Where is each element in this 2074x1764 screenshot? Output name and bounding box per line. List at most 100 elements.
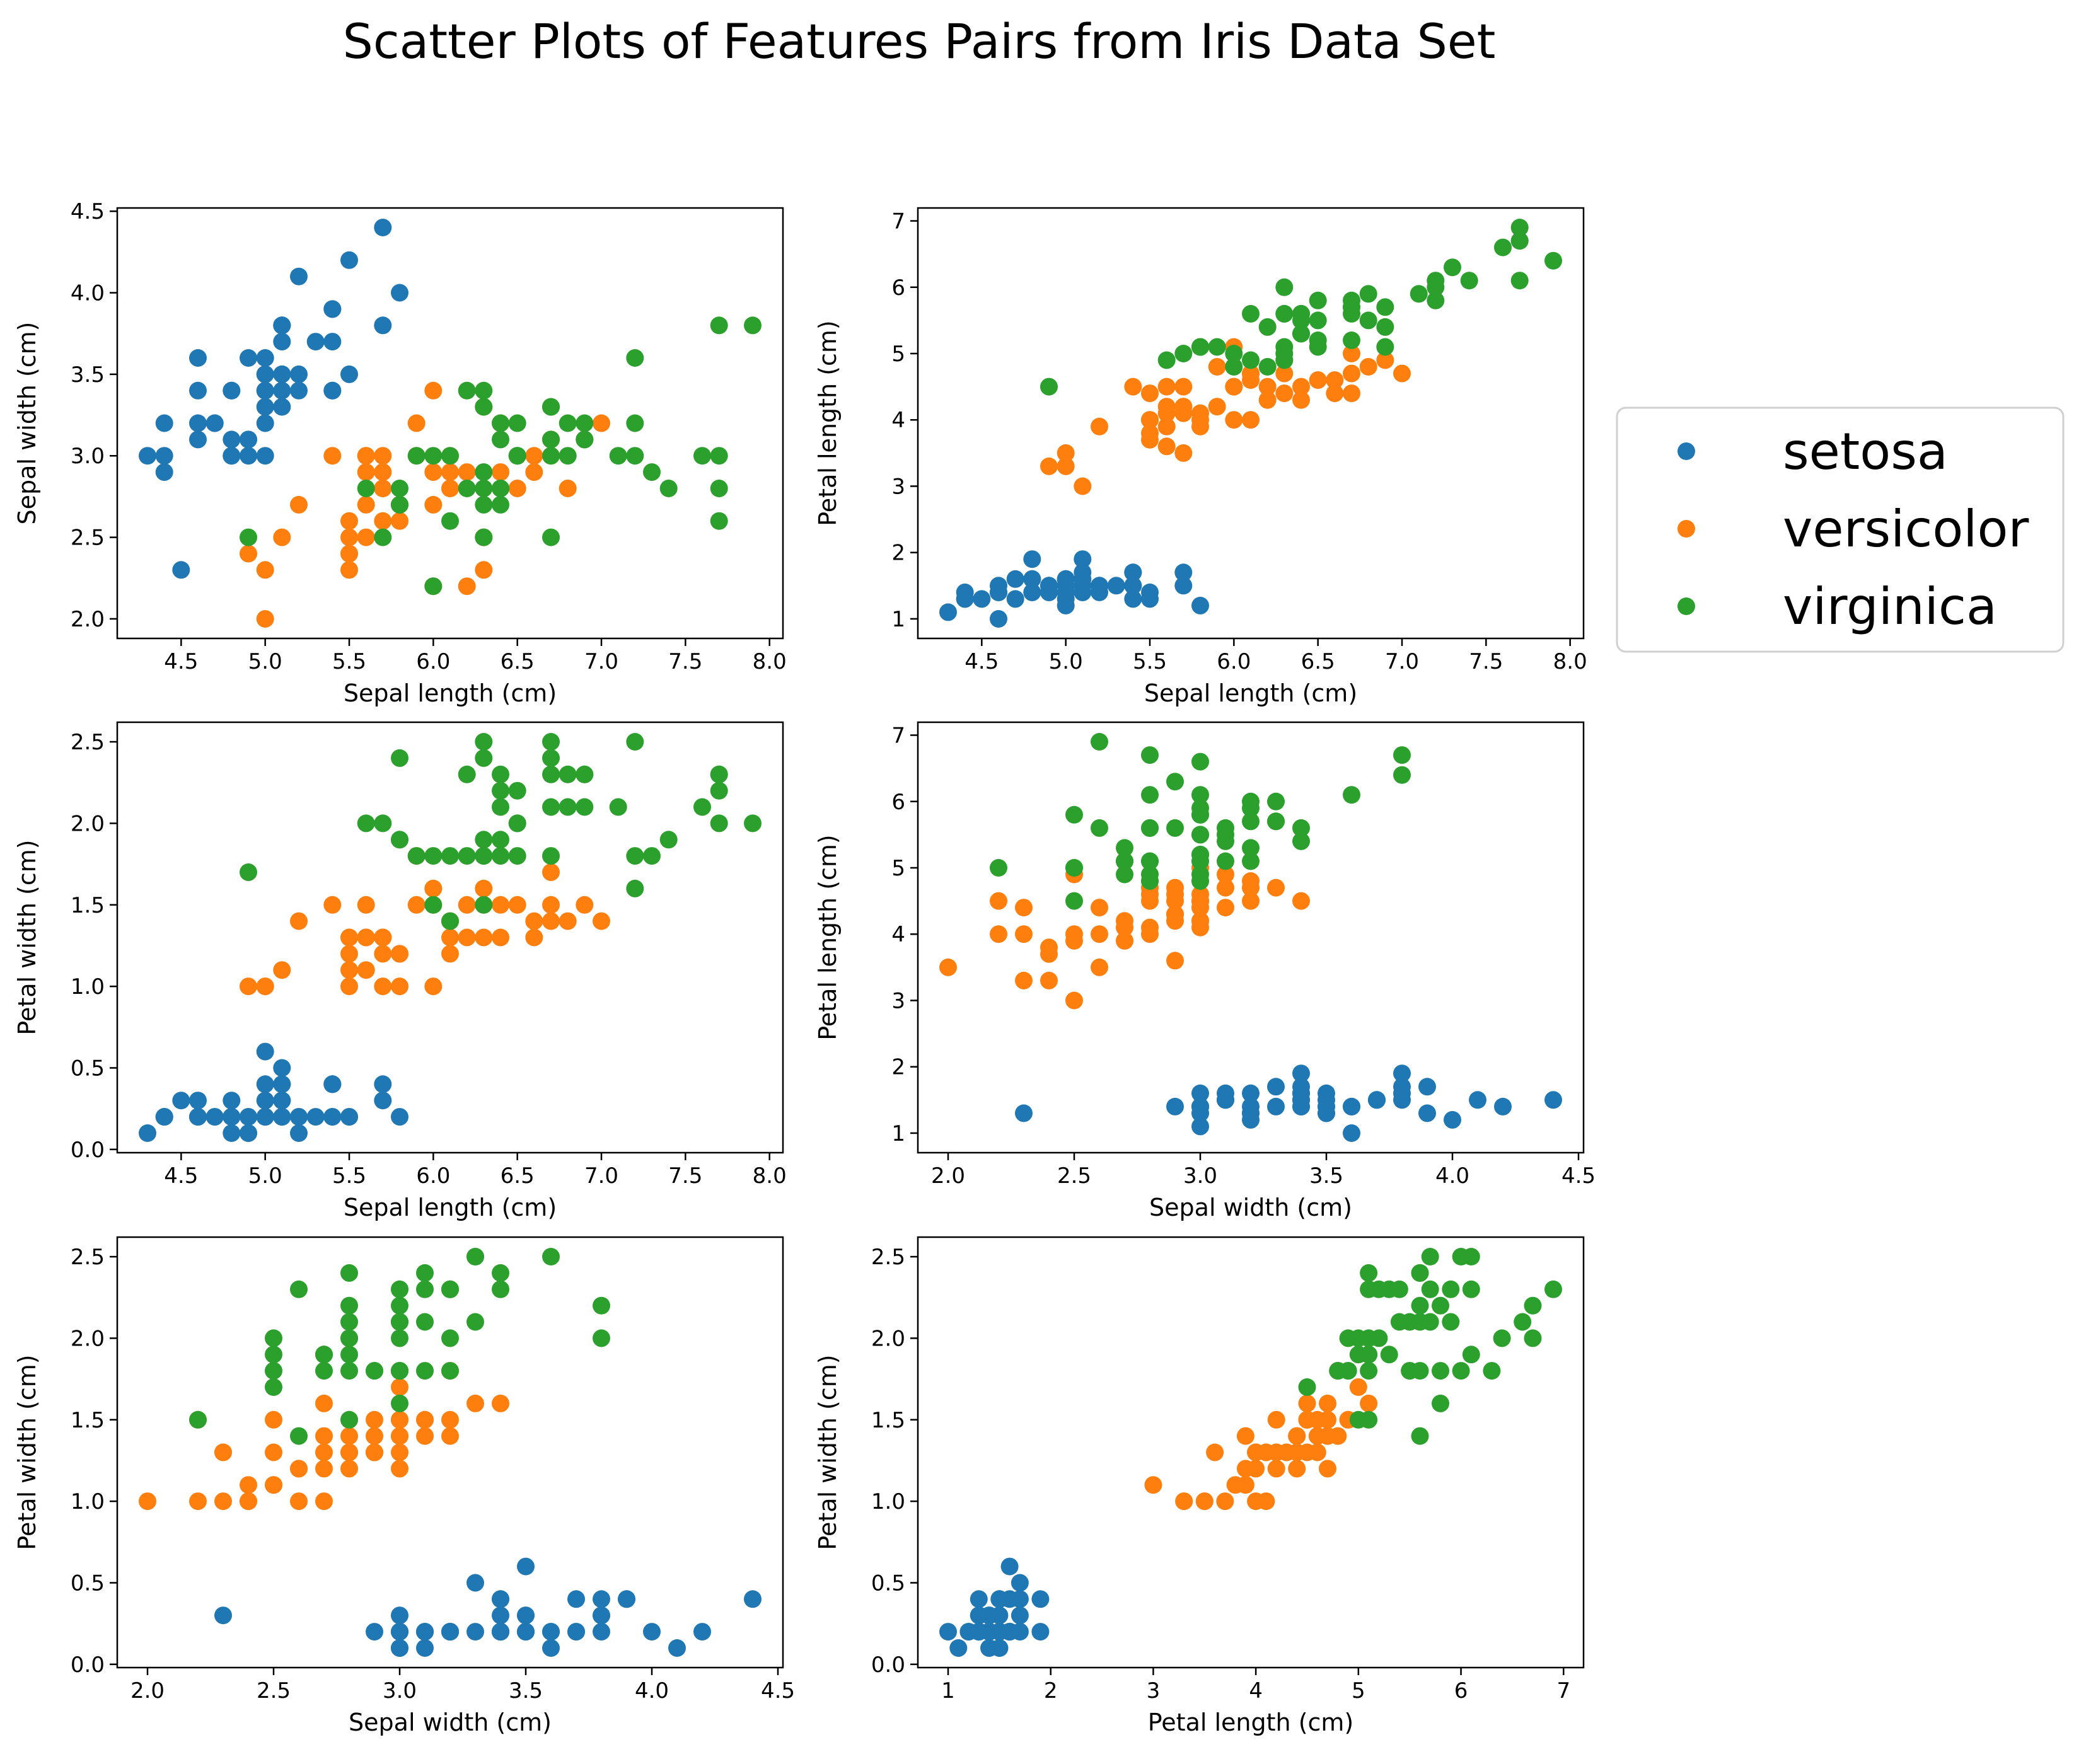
- series-virginica: [189, 1248, 610, 1445]
- y-tick-label: 1.5: [71, 893, 105, 918]
- y-axis-label: Petal width (cm): [814, 1354, 842, 1550]
- data-point-virginica: [407, 847, 426, 865]
- data-point-virginica: [542, 765, 560, 783]
- data-point-virginica: [1444, 258, 1461, 277]
- data-point-versicolor: [1141, 430, 1159, 449]
- data-point-versicolor: [1091, 925, 1108, 943]
- data-point-virginica: [1329, 1362, 1347, 1380]
- data-point-setosa: [223, 381, 241, 400]
- data-point-virginica: [416, 1280, 434, 1298]
- data-point-setosa: [189, 1092, 207, 1110]
- data-point-versicolor: [1091, 899, 1108, 917]
- x-tick-label: 3: [1147, 1678, 1161, 1703]
- data-point-virginica: [626, 847, 644, 865]
- data-point-virginica: [1065, 892, 1083, 910]
- data-point-virginica: [1339, 1329, 1357, 1347]
- data-point-setosa: [223, 430, 241, 449]
- data-point-virginica: [1390, 1313, 1408, 1331]
- legend-entry-virginica: virginica: [1677, 577, 1997, 636]
- y-tick-label: 2.0: [71, 607, 105, 632]
- x-axis-label: Petal length (cm): [1148, 1709, 1354, 1736]
- data-point-virginica: [744, 316, 762, 335]
- data-point-virginica: [643, 847, 661, 865]
- data-point-versicolor: [214, 1492, 232, 1511]
- data-point-setosa: [240, 430, 257, 449]
- data-point-virginica: [466, 1248, 484, 1265]
- data-point-versicolor: [424, 977, 443, 996]
- series-virginica: [240, 733, 762, 930]
- data-point-setosa: [290, 267, 308, 285]
- data-point-versicolor: [492, 896, 509, 914]
- data-point-setosa: [1023, 570, 1041, 588]
- x-tick-label: 2.0: [931, 1163, 965, 1189]
- data-point-virginica: [1242, 852, 1260, 870]
- data-point-virginica: [1393, 766, 1411, 784]
- data-point-versicolor: [391, 1378, 408, 1396]
- y-tick-label: 0.5: [71, 1571, 105, 1596]
- data-point-virginica: [1343, 298, 1360, 316]
- data-point-virginica: [559, 798, 577, 816]
- data-point-virginica: [542, 798, 560, 816]
- data-point-versicolor: [1015, 925, 1033, 943]
- data-point-versicolor: [374, 512, 392, 530]
- data-point-virginica: [710, 781, 728, 800]
- x-tick-label: 2: [1044, 1678, 1058, 1703]
- data-point-virginica: [475, 495, 493, 514]
- y-tick-label: 2.5: [71, 1245, 105, 1270]
- data-point-virginica: [1411, 1296, 1429, 1315]
- data-point-setosa: [206, 414, 224, 432]
- data-point-virginica: [290, 1427, 308, 1445]
- data-point-virginica: [475, 831, 493, 849]
- data-point-setosa: [1107, 577, 1125, 595]
- subplot-sepal-length-vs-petal-width: 4.5 5.0 5.5 6.0 6.5 7.0 7.5 8.0 0.0 0.5 1.0 1.5 2.0 2…: [13, 721, 787, 1221]
- data-point-virginica: [659, 480, 678, 497]
- data-point-setosa: [1242, 1084, 1260, 1102]
- data-point-virginica: [1349, 1346, 1367, 1364]
- data-point-setosa: [492, 1606, 509, 1625]
- y-tick-label: 2.5: [71, 730, 105, 755]
- data-point-virginica: [492, 781, 509, 800]
- data-point-versicolor: [475, 561, 493, 579]
- y-tick-label: 4.5: [71, 199, 105, 224]
- data-point-virginica: [1510, 232, 1529, 250]
- data-point-virginica: [1462, 1248, 1480, 1265]
- y-tick-label: 1.0: [71, 974, 105, 1000]
- data-point-virginica: [508, 814, 526, 833]
- data-point-virginica: [340, 1296, 358, 1315]
- data-point-virginica: [424, 896, 443, 914]
- data-point-virginica: [693, 798, 711, 816]
- data-point-setosa: [223, 1124, 241, 1142]
- data-point-virginica: [1091, 733, 1108, 751]
- data-point-versicolor: [1157, 417, 1176, 435]
- x-axis-label: Sepal length (cm): [1144, 679, 1357, 707]
- y-tick-label: 3.0: [71, 444, 105, 469]
- data-point-virginica: [990, 859, 1007, 877]
- data-point-virginica: [576, 414, 594, 432]
- data-point-versicolor: [492, 463, 509, 481]
- data-point-versicolor: [1376, 351, 1394, 369]
- data-point-virginica: [424, 447, 443, 465]
- data-point-versicolor: [1057, 457, 1075, 475]
- data-point-virginica: [340, 1410, 358, 1429]
- data-point-setosa: [1318, 1104, 1335, 1122]
- data-point-setosa: [240, 447, 257, 465]
- data-point-setosa: [1418, 1078, 1436, 1096]
- data-point-setosa: [416, 1639, 434, 1657]
- data-point-setosa: [256, 1092, 274, 1110]
- data-point-virginica: [1191, 786, 1209, 804]
- y-tick-label: 1: [891, 1121, 905, 1146]
- data-point-setosa: [323, 333, 342, 351]
- y-tick-label: 0.0: [871, 1652, 905, 1678]
- data-point-setosa: [273, 333, 291, 351]
- data-point-versicolor: [1040, 945, 1058, 963]
- data-point-virginica: [357, 480, 375, 497]
- y-tick-label: 0.0: [71, 1652, 105, 1678]
- y-tick-label: 2.0: [71, 811, 105, 836]
- data-point-versicolor: [1225, 411, 1243, 429]
- data-point-virginica: [315, 1362, 333, 1380]
- data-point-setosa: [1040, 583, 1058, 601]
- data-point-virginica: [492, 765, 509, 783]
- data-point-versicolor: [1141, 892, 1159, 910]
- data-point-virginica: [1217, 819, 1234, 837]
- data-point-versicolor: [1343, 364, 1360, 383]
